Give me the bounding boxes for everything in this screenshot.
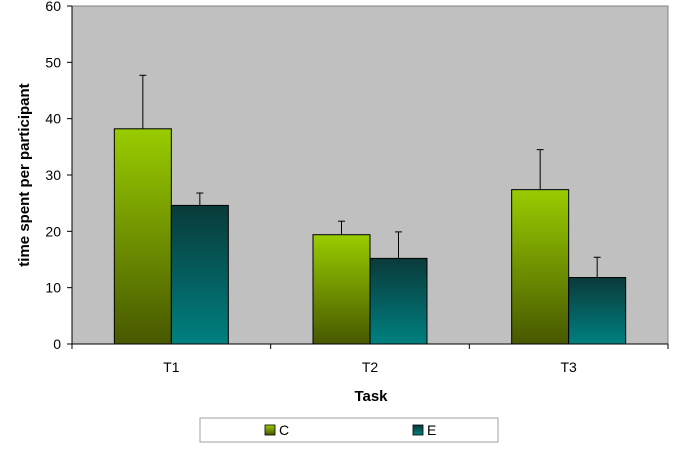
bars-layer bbox=[113, 128, 627, 345]
legend-swatch-c bbox=[264, 424, 276, 436]
legend-swatch-e bbox=[412, 424, 424, 436]
y-axis-title: time spent per participant bbox=[16, 83, 33, 266]
y-tick-label: 30 bbox=[45, 167, 61, 183]
x-tick-label: T1 bbox=[163, 359, 180, 375]
x-tick-label: T2 bbox=[362, 359, 379, 375]
legend-label-e: E bbox=[427, 422, 436, 438]
bar-e-t3 bbox=[568, 277, 627, 345]
x-axis-title: Task bbox=[354, 388, 388, 405]
bar-c-t2 bbox=[312, 234, 371, 345]
legend-box bbox=[199, 417, 499, 443]
y-tick-label: 60 bbox=[45, 0, 61, 14]
bar-e-t1 bbox=[170, 204, 229, 345]
y-tick-label: 0 bbox=[53, 336, 61, 352]
bar-e-t2 bbox=[369, 257, 428, 345]
y-tick-label: 10 bbox=[45, 280, 61, 296]
x-ticks: T1 T2 T3 bbox=[71, 344, 669, 375]
legend: C E bbox=[199, 417, 499, 443]
error-bars-layer bbox=[139, 74, 601, 278]
y-tick-label: 20 bbox=[45, 223, 61, 239]
y-ticks: 0 10 20 30 40 50 60 bbox=[45, 0, 72, 352]
bar-c-t1 bbox=[113, 128, 172, 345]
x-tick-label: T3 bbox=[560, 359, 577, 375]
legend-label-c: C bbox=[279, 422, 289, 438]
bar-c-t3 bbox=[511, 189, 570, 345]
y-tick-label: 40 bbox=[45, 111, 61, 127]
y-tick-label: 50 bbox=[45, 54, 61, 70]
